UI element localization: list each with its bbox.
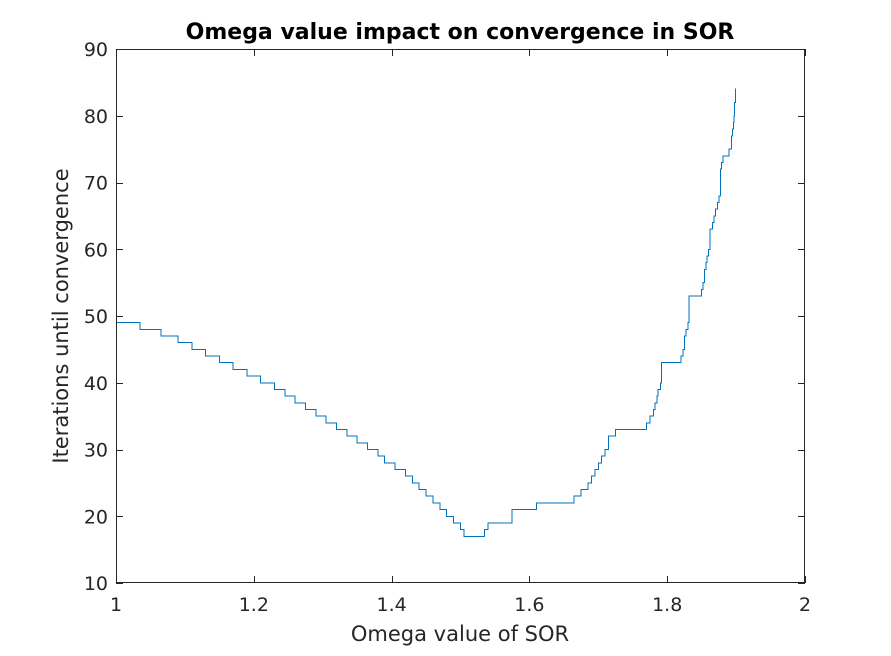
x-axis-label: Omega value of SOR bbox=[351, 622, 569, 646]
x-tick-label: 1 bbox=[110, 594, 122, 616]
y-tick-label: 70 bbox=[84, 173, 108, 195]
plot-background bbox=[116, 49, 805, 583]
y-axis-label: Iterations until convergence bbox=[49, 168, 73, 463]
y-tick-label: 30 bbox=[84, 440, 108, 462]
chart-title: Omega value impact on convergence in SOR bbox=[186, 20, 735, 45]
y-tick-label: 40 bbox=[84, 373, 108, 395]
y-tick-label: 10 bbox=[84, 573, 108, 595]
x-tick-label: 1.4 bbox=[376, 594, 406, 616]
x-tick-label: 1.6 bbox=[514, 594, 544, 616]
y-tick-label: 90 bbox=[84, 39, 108, 61]
y-tick-label: 60 bbox=[84, 239, 108, 261]
series-layer bbox=[116, 88, 737, 537]
x-tick-label: 1.8 bbox=[652, 594, 682, 616]
ticks-layer: 1 1.2 1.4 1.6 1.8 2 10 20 30 40 50 60 70 80 90 bbox=[84, 39, 811, 616]
x-tick-label: 1.2 bbox=[239, 594, 269, 616]
x-tick-label: 2 bbox=[799, 594, 811, 616]
y-tick-label: 80 bbox=[84, 106, 108, 128]
y-tick-label: 20 bbox=[84, 506, 108, 528]
y-tick-label: 50 bbox=[84, 306, 108, 328]
plot-frame bbox=[116, 49, 805, 583]
series-line bbox=[116, 88, 737, 537]
